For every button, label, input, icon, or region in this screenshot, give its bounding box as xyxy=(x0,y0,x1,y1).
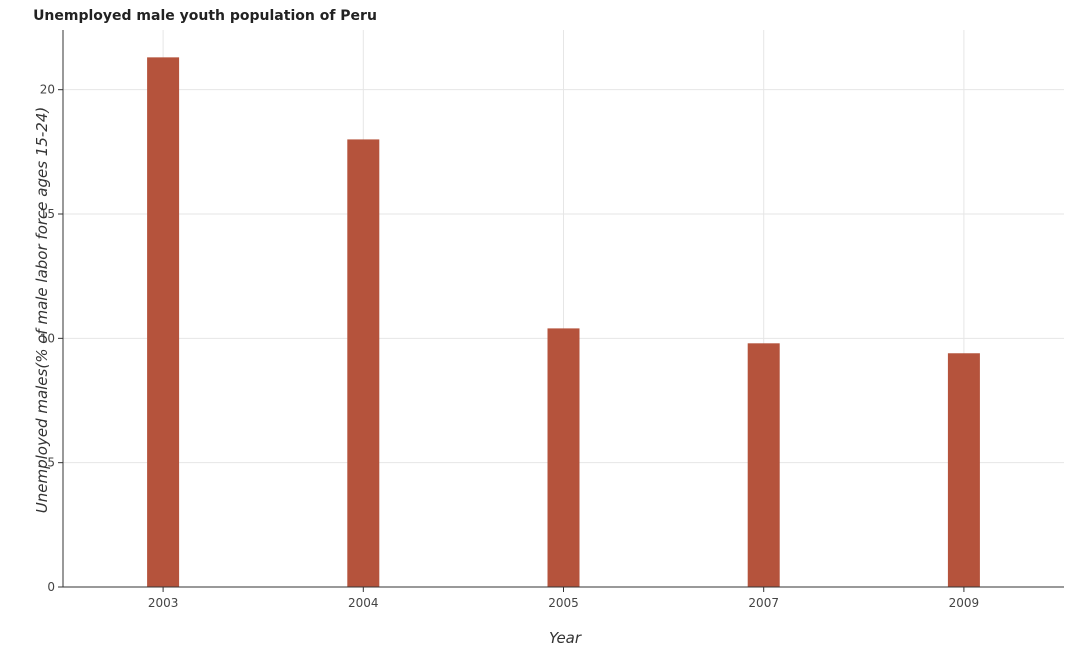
bar-2007 xyxy=(747,343,780,587)
x-ticks: 2003 2004 2005 2007 2009 xyxy=(148,587,979,610)
bars xyxy=(147,57,980,588)
x-tick-label: 2009 xyxy=(949,596,980,610)
y-tick-label: 10 xyxy=(40,331,55,345)
y-tick-label: 15 xyxy=(40,207,55,221)
y-tick-label: 0 xyxy=(47,580,55,594)
x-tick-label: 2005 xyxy=(548,596,579,610)
y-ticks: 0 5 10 15 20 xyxy=(40,83,63,594)
x-axis-label: Year xyxy=(549,629,582,647)
x-tick-label: 2007 xyxy=(748,596,779,610)
bar-2003 xyxy=(147,57,180,588)
x-tick-label: 2004 xyxy=(348,596,379,610)
y-axis-label: Unemployed males(% of male labor force a… xyxy=(33,107,51,514)
y-tick-label: 20 xyxy=(40,83,55,97)
bar-2009 xyxy=(947,353,980,587)
bar-2004 xyxy=(347,139,380,588)
y-tick-label: 5 xyxy=(47,456,55,470)
chart-title: Unemployed male youth population of Peru xyxy=(33,8,377,24)
bar-2005 xyxy=(547,328,580,587)
x-tick-label: 2003 xyxy=(148,596,179,610)
